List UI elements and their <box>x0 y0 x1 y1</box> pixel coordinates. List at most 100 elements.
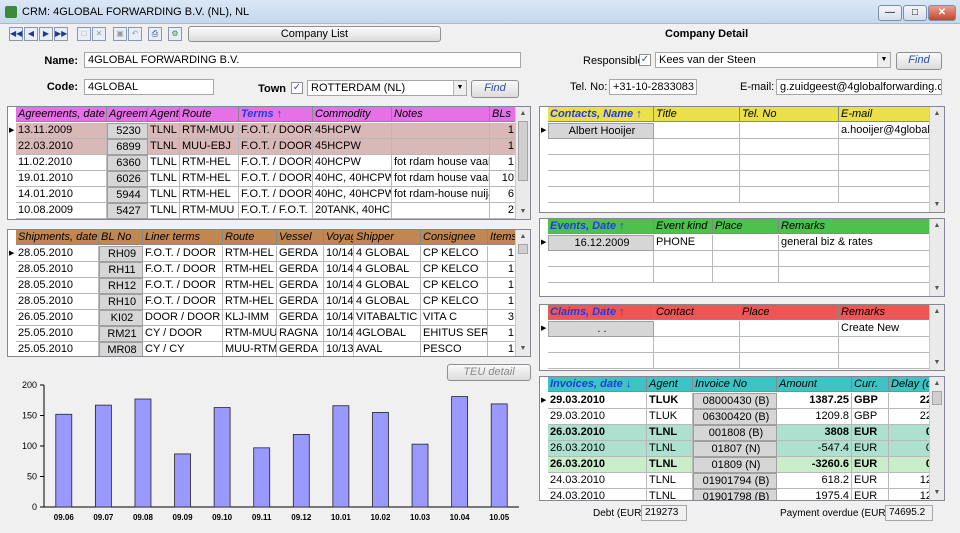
column-header-7[interactable]: BLs <box>490 107 517 122</box>
column-header-3[interactable]: Route <box>180 107 239 122</box>
column-header-2[interactable]: Liner terms <box>143 230 223 245</box>
event-date[interactable] <box>548 267 654 283</box>
town-find-button[interactable]: Find <box>471 80 519 98</box>
column-header-1[interactable]: Event kind <box>654 219 713 234</box>
column-header-1[interactable]: BL No <box>99 230 143 245</box>
scroll-up-icon[interactable]: ▲ <box>933 110 941 117</box>
name-field[interactable]: 4GLOBAL FORWARDING B.V. <box>84 52 521 68</box>
column-header-1[interactable]: Contact <box>654 305 740 320</box>
column-header-6[interactable]: Notes <box>392 107 490 122</box>
scroll-down-icon[interactable]: ▼ <box>933 359 941 366</box>
chevron-down-icon[interactable]: ▼ <box>453 81 466 95</box>
agreement-no[interactable]: 5427 <box>107 203 148 219</box>
delete-icon[interactable]: ✕ <box>92 27 106 41</box>
column-header-3[interactable]: Remarks <box>839 305 934 320</box>
event-date[interactable] <box>548 251 654 267</box>
first-record-icon[interactable]: ◀◀ <box>9 27 23 41</box>
contact-name[interactable] <box>548 171 654 187</box>
agreement-no[interactable]: 5944 <box>107 187 148 203</box>
settings-icon[interactable]: ⚙ <box>168 27 182 41</box>
prev-record-icon[interactable]: ◀ <box>24 27 38 41</box>
print-icon[interactable]: ⎙ <box>148 27 162 41</box>
event-date[interactable]: 16.12.2009 <box>548 235 654 251</box>
column-header-1[interactable]: Agent <box>647 377 693 392</box>
tel-field[interactable]: +31-10-2833083 <box>609 79 697 95</box>
agreement-no[interactable]: 6360 <box>107 155 148 171</box>
teu-detail-button[interactable]: TEU detail <box>447 364 531 381</box>
agreement-no[interactable]: 6899 <box>107 139 148 155</box>
scroll-down-icon[interactable]: ▼ <box>933 201 941 208</box>
agreement-no[interactable]: 6026 <box>107 171 148 187</box>
invoice-no[interactable]: 06300420 (B) <box>693 409 777 425</box>
column-header-3[interactable]: Amount <box>777 377 852 392</box>
agreement-no[interactable]: 5230 <box>107 123 148 139</box>
scroll-thumb[interactable] <box>518 121 528 181</box>
column-header-8[interactable]: Items <box>488 230 517 245</box>
column-header-3[interactable]: E-mail <box>839 107 934 122</box>
scroll-up-icon[interactable]: ▲ <box>933 222 941 229</box>
column-header-0[interactable]: Agreements, date <box>16 107 107 122</box>
scroll-up-icon[interactable]: ▲ <box>933 380 941 387</box>
column-header-4[interactable]: Curr. <box>852 377 889 392</box>
scroll-up-icon[interactable]: ▲ <box>519 110 527 117</box>
contact-name[interactable] <box>548 187 654 203</box>
claim-date[interactable] <box>548 337 654 353</box>
town-checkbox[interactable]: ✓ <box>291 82 303 94</box>
invoice-no[interactable]: 08000430 (B) <box>693 393 777 409</box>
close-button[interactable]: ✕ <box>928 5 956 21</box>
responsible-find-button[interactable]: Find <box>896 52 942 70</box>
scroll-down-icon[interactable]: ▼ <box>933 489 941 496</box>
column-header-6[interactable]: Shipper <box>354 230 421 245</box>
invoice-no[interactable]: 001808 (B) <box>693 425 777 441</box>
column-header-2[interactable]: Place <box>713 219 779 234</box>
column-header-5[interactable]: Voyag <box>324 230 354 245</box>
maximize-button[interactable]: □ <box>903 5 927 21</box>
column-header-0[interactable]: Contacts, Name ↑ <box>548 107 654 122</box>
scroll-down-icon[interactable]: ▼ <box>519 208 527 215</box>
column-header-7[interactable]: Consignee <box>421 230 488 245</box>
column-header-2[interactable]: Tel. No <box>740 107 839 122</box>
bl-no[interactable]: RH11 <box>99 262 143 278</box>
column-header-0[interactable]: Shipments, date <box>16 230 99 245</box>
scrollbar[interactable]: ▲ ▼ <box>929 219 944 296</box>
new-icon[interactable]: □ <box>77 27 91 41</box>
column-header-2[interactable]: Invoice No <box>693 377 777 392</box>
contact-name[interactable] <box>548 155 654 171</box>
next-record-icon[interactable]: ▶ <box>39 27 53 41</box>
invoice-no[interactable]: 01901794 (B) <box>693 473 777 489</box>
column-header-3[interactable]: Remarks <box>779 219 934 234</box>
invoice-no[interactable]: 01807 (N) <box>693 441 777 457</box>
town-dropdown[interactable]: ROTTERDAM (NL) ▼ <box>307 80 467 96</box>
undo-icon[interactable]: ↶ <box>128 27 142 41</box>
responsible-dropdown[interactable]: Kees van der Steen ▼ <box>655 52 891 68</box>
scrollbar[interactable]: ▲ ▼ <box>515 230 530 356</box>
claim-date[interactable]: . . <box>548 321 654 337</box>
scrollbar[interactable]: ▲ ▼ <box>929 377 944 500</box>
invoice-no[interactable]: 01809 (N) <box>693 457 777 473</box>
scrollbar[interactable]: ▲ ▼ <box>515 107 530 219</box>
scrollbar[interactable]: ▲ ▼ <box>929 107 944 212</box>
contact-name[interactable] <box>548 139 654 155</box>
company-list-button[interactable]: Company List <box>188 26 441 42</box>
bl-no[interactable]: RH12 <box>99 278 143 294</box>
column-header-0[interactable]: Claims, Date ↑ <box>548 305 654 320</box>
column-header-4[interactable]: Vessel <box>277 230 324 245</box>
email-field[interactable]: g.zuidgeest@4globalforwarding.com <box>776 79 942 95</box>
scroll-down-icon[interactable]: ▼ <box>519 345 527 352</box>
column-header-5[interactable]: Delay (da <box>889 377 935 392</box>
scroll-up-icon[interactable]: ▲ <box>519 233 527 240</box>
column-header-2[interactable]: Place <box>740 305 839 320</box>
minimize-button[interactable]: — <box>878 5 902 21</box>
last-record-icon[interactable]: ▶▶ <box>54 27 68 41</box>
column-header-1[interactable]: Agreem <box>107 107 148 122</box>
bl-no[interactable]: RH09 <box>99 246 143 262</box>
scroll-thumb[interactable] <box>932 391 942 405</box>
bl-no[interactable]: KI02 <box>99 310 143 326</box>
bl-no[interactable]: MR08 <box>99 342 143 356</box>
column-header-5[interactable]: Commodity <box>313 107 392 122</box>
code-field[interactable]: 4GLOBAL <box>84 79 214 95</box>
claim-date[interactable] <box>548 353 654 369</box>
save-icon[interactable]: ▣ <box>113 27 127 41</box>
bl-no[interactable]: RM21 <box>99 326 143 342</box>
responsible-checkbox[interactable]: ✓ <box>639 54 651 66</box>
